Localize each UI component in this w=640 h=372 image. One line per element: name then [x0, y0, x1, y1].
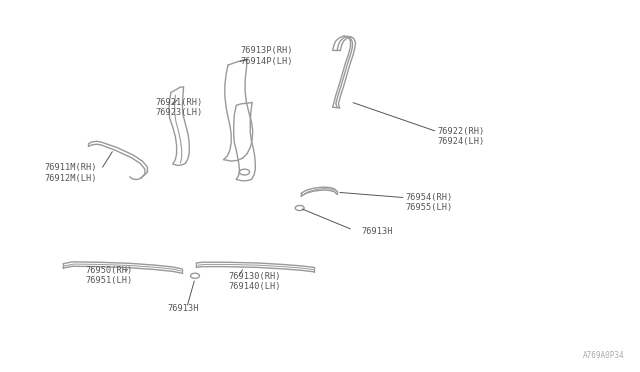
- Text: 76922(RH)
76924(LH): 76922(RH) 76924(LH): [437, 127, 484, 146]
- Text: 76913H: 76913H: [168, 304, 199, 313]
- Text: 76950(RH)
76951(LH): 76950(RH) 76951(LH): [85, 266, 132, 285]
- Text: A769A0P34: A769A0P34: [583, 351, 625, 360]
- Text: 769130(RH)
769140(LH): 769130(RH) 769140(LH): [228, 272, 280, 291]
- Text: 76921(RH)
76923(LH): 76921(RH) 76923(LH): [155, 97, 202, 117]
- Text: 76913P(RH)
76914P(LH): 76913P(RH) 76914P(LH): [241, 46, 293, 65]
- Text: 76913H: 76913H: [361, 227, 393, 236]
- Text: 76954(RH)
76955(LH): 76954(RH) 76955(LH): [406, 193, 453, 212]
- Text: 76911M(RH)
76912M(LH): 76911M(RH) 76912M(LH): [44, 163, 97, 183]
